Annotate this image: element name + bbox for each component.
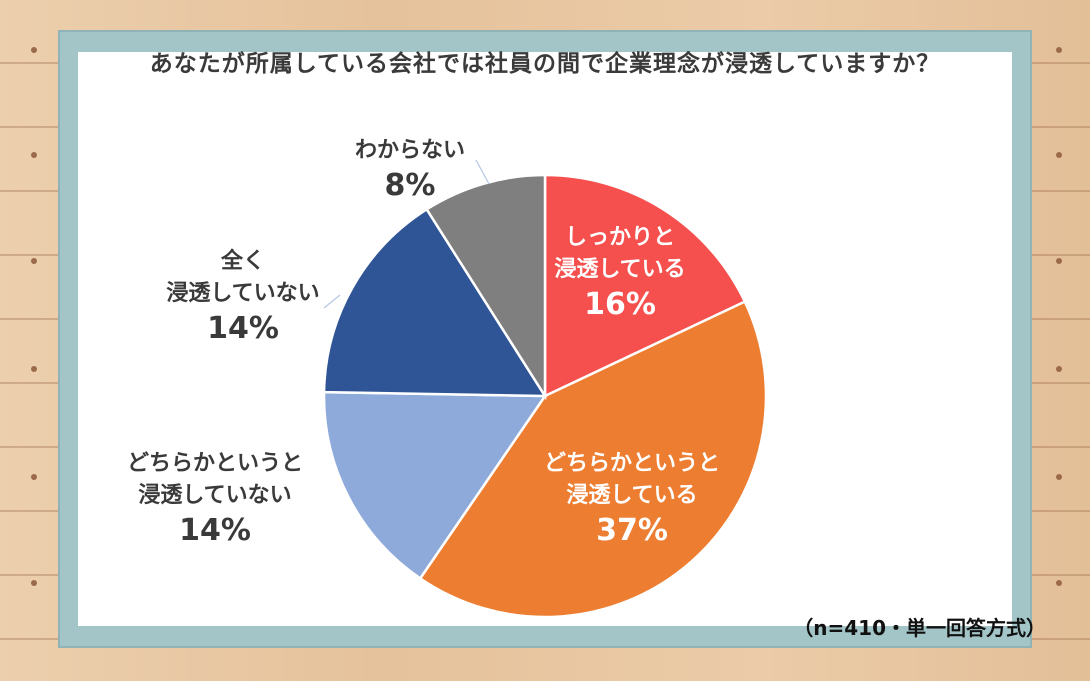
pie-slice-4 (424, 173, 547, 401)
leader-lines (323, 159, 490, 309)
slice-label-4: わからない 8% (355, 138, 465, 203)
nail (31, 152, 37, 158)
nail (1056, 47, 1062, 53)
pie-slice-2 (322, 390, 548, 581)
slice-label-line: どちらかというと (127, 451, 303, 476)
leader-line-3 (323, 294, 341, 309)
leader-line-4 (475, 159, 490, 185)
slice-label-line: 全く (220, 248, 265, 274)
nail (1056, 366, 1062, 372)
slice-percent-label: 8% (385, 168, 436, 203)
slice-label-3: 全く浸透していない 14% (166, 248, 319, 346)
slice-label-1: どちらかというと浸透している 37% (544, 451, 720, 548)
pie-slices (322, 173, 768, 619)
nail (31, 580, 37, 586)
slice-label-line: わからない (355, 138, 465, 163)
slice-percent-label: 14% (207, 311, 279, 346)
pie-slice-0 (543, 173, 747, 398)
nail (31, 474, 37, 480)
nail (1056, 474, 1062, 480)
slice-label-line: 浸透していない (166, 281, 319, 306)
slice-percent-label: 14% (179, 513, 251, 548)
nail (1056, 580, 1062, 586)
chart-title: あなたが所属している会社では社員の間で企業理念が浸透していますか？ (149, 51, 941, 77)
pie-slice-3 (322, 207, 548, 398)
slice-label-0: しっかりと浸透している 16% (554, 225, 685, 322)
slice-labels: しっかりと浸透している 16%どちらかというと浸透している 37%どちらかというと浸… (127, 138, 720, 548)
slice-label-line: 浸透していない (138, 483, 291, 508)
nail (1056, 258, 1062, 264)
pie-slice-1 (418, 299, 768, 619)
nail (31, 258, 37, 264)
nail (31, 47, 37, 53)
nail (1056, 152, 1062, 158)
slice-label-line: どちらかというと (544, 451, 720, 476)
slice-label-line: しっかりと (565, 225, 675, 250)
slice-label-line: 浸透している (554, 257, 685, 282)
nail (31, 366, 37, 372)
slice-label-2: どちらかというと浸透していない 14% (127, 451, 303, 548)
slice-label-line: 浸透している (566, 483, 697, 508)
sample-note: （n=410・単一回答方式） (793, 616, 1046, 640)
slice-percent-label: 16% (584, 287, 656, 322)
slice-percent-label: 37% (596, 513, 668, 548)
